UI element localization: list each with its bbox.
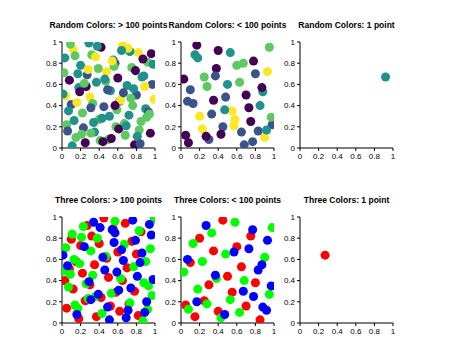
svg-text:0.2: 0.2 xyxy=(284,298,296,307)
svg-text:0: 0 xyxy=(179,327,184,336)
svg-text:0.2: 0.2 xyxy=(75,152,87,161)
svg-text:0.2: 0.2 xyxy=(46,123,58,132)
svg-text:0.4: 0.4 xyxy=(165,101,177,110)
svg-text:0.4: 0.4 xyxy=(94,152,106,161)
svg-text:0.8: 0.8 xyxy=(131,152,143,161)
svg-text:0.6: 0.6 xyxy=(46,255,58,264)
svg-text:0.2: 0.2 xyxy=(313,327,325,336)
svg-text:1: 1 xyxy=(391,152,396,161)
svg-text:0.4: 0.4 xyxy=(94,327,106,336)
svg-text:0.6: 0.6 xyxy=(350,152,362,161)
svg-text:0.4: 0.4 xyxy=(165,276,177,285)
svg-text:0.6: 0.6 xyxy=(284,80,296,89)
svg-text:0.4: 0.4 xyxy=(213,327,225,336)
html-text:Random Colors: > 100 points: Random Colors: > 100 points xyxy=(49,20,168,30)
svg-text:0.6: 0.6 xyxy=(284,255,296,264)
svg-text:0: 0 xyxy=(179,152,184,161)
svg-text:0: 0 xyxy=(60,152,65,161)
svg-text:0: 0 xyxy=(291,319,296,328)
html-text:Three Colors: < 100 points: Three Colors: < 100 points xyxy=(174,195,281,205)
svg-text:0.8: 0.8 xyxy=(250,327,262,336)
svg-text:0.6: 0.6 xyxy=(165,80,177,89)
svg-text:0.2: 0.2 xyxy=(165,298,177,307)
svg-text:0.8: 0.8 xyxy=(46,59,58,68)
svg-text:0.6: 0.6 xyxy=(231,327,243,336)
svg-text:0.6: 0.6 xyxy=(165,255,177,264)
svg-text:1: 1 xyxy=(153,152,158,161)
svg-text:0.6: 0.6 xyxy=(231,152,243,161)
svg-text:1: 1 xyxy=(53,38,58,47)
svg-text:0.8: 0.8 xyxy=(165,234,177,243)
svg-text:1: 1 xyxy=(53,213,58,222)
svg-text:0.2: 0.2 xyxy=(165,123,177,132)
svg-text:0.2: 0.2 xyxy=(313,152,325,161)
svg-text:0.4: 0.4 xyxy=(46,276,58,285)
svg-text:0.8: 0.8 xyxy=(369,152,381,161)
svg-text:1: 1 xyxy=(172,213,177,222)
svg-text:0.8: 0.8 xyxy=(284,59,296,68)
svg-text:0.4: 0.4 xyxy=(284,276,296,285)
svg-text:0.4: 0.4 xyxy=(284,101,296,110)
svg-text:0.6: 0.6 xyxy=(112,327,124,336)
svg-text:0.2: 0.2 xyxy=(75,327,87,336)
svg-text:1: 1 xyxy=(172,38,177,47)
svg-text:0.2: 0.2 xyxy=(194,327,206,336)
svg-text:0.2: 0.2 xyxy=(46,298,58,307)
svg-text:0.4: 0.4 xyxy=(213,152,225,161)
svg-text:0.6: 0.6 xyxy=(112,152,124,161)
svg-text:0.6: 0.6 xyxy=(46,80,58,89)
html-text:Random Colors: 1 point: Random Colors: 1 point xyxy=(298,20,395,30)
svg-text:1: 1 xyxy=(272,152,277,161)
svg-text:0.8: 0.8 xyxy=(131,327,143,336)
svg-text:0: 0 xyxy=(53,144,58,153)
svg-text:0: 0 xyxy=(291,144,296,153)
svg-text:0: 0 xyxy=(53,319,58,328)
svg-text:1: 1 xyxy=(391,327,396,336)
svg-text:0: 0 xyxy=(172,144,177,153)
svg-text:0.2: 0.2 xyxy=(284,123,296,132)
svg-text:0: 0 xyxy=(172,319,177,328)
svg-text:0: 0 xyxy=(298,152,303,161)
svg-text:0.4: 0.4 xyxy=(332,152,344,161)
svg-text:0.8: 0.8 xyxy=(284,234,296,243)
svg-text:0: 0 xyxy=(60,327,65,336)
svg-text:1: 1 xyxy=(153,327,158,336)
svg-text:0.8: 0.8 xyxy=(369,327,381,336)
html-text:Three Colors: 1 point: Three Colors: 1 point xyxy=(303,195,390,205)
svg-text:0.6: 0.6 xyxy=(350,327,362,336)
html-text:Random Colors: < 100 points: Random Colors: < 100 points xyxy=(168,20,287,30)
svg-text:0.8: 0.8 xyxy=(46,234,58,243)
svg-text:1: 1 xyxy=(291,38,296,47)
svg-text:0.8: 0.8 xyxy=(250,152,262,161)
svg-text:0.2: 0.2 xyxy=(194,152,206,161)
svg-text:0.8: 0.8 xyxy=(165,59,177,68)
svg-text:0: 0 xyxy=(298,327,303,336)
html-text:Three Colors: > 100 points: Three Colors: > 100 points xyxy=(55,195,162,205)
svg-text:0.4: 0.4 xyxy=(332,327,344,336)
svg-text:1: 1 xyxy=(291,213,296,222)
svg-text:1: 1 xyxy=(272,327,277,336)
svg-text:0.4: 0.4 xyxy=(46,101,58,110)
